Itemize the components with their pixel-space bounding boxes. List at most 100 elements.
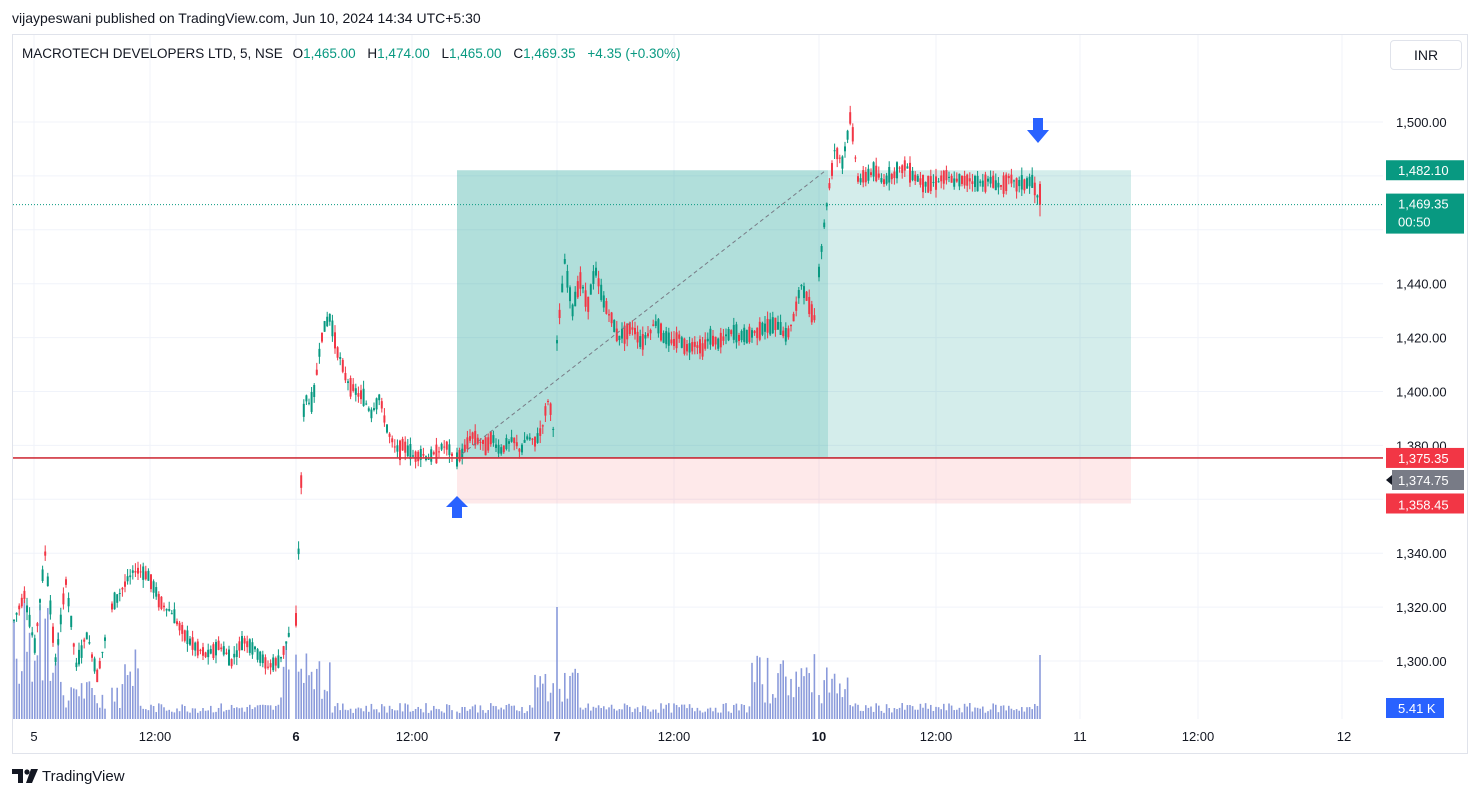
candle-body: [393, 446, 396, 448]
candle-body: [341, 359, 344, 372]
candle-body: [13, 619, 15, 621]
volume-bar: [982, 706, 984, 719]
volume-bar: [318, 661, 321, 719]
volume-bar: [761, 684, 764, 719]
volume-bar: [662, 708, 665, 719]
volume-bar: [15, 658, 18, 719]
volume-bar: [870, 706, 872, 719]
volume-bar: [577, 672, 579, 719]
volume-bar: [1010, 708, 1013, 719]
candle-body: [1028, 176, 1031, 187]
candle-body: [984, 174, 987, 192]
candle-body: [310, 392, 313, 412]
y-tick-label: 1,300.00: [1396, 654, 1447, 669]
volume-bar: [919, 703, 922, 719]
candle-body: [838, 157, 841, 159]
candle-body: [950, 175, 953, 183]
volume-bar: [800, 668, 803, 719]
candle-body: [142, 566, 145, 580]
candle-body: [297, 548, 300, 555]
candle-body: [683, 338, 686, 354]
ohlc-legend: MACROTECH DEVELOPERS LTD, 5, NSE O1,465.…: [22, 46, 689, 61]
volume-bar: [569, 675, 571, 719]
candle-body: [595, 267, 597, 276]
candle-body: [582, 286, 584, 289]
volume-bar: [844, 689, 846, 719]
currency-button[interactable]: INR: [1390, 40, 1462, 70]
volume-bar: [137, 668, 139, 719]
volume-bar: [613, 708, 615, 719]
volume-bar: [259, 704, 261, 719]
volume-bar: [958, 707, 961, 719]
volume-bar: [688, 704, 691, 719]
candle-body: [589, 284, 592, 295]
volume-bar: [790, 678, 792, 719]
volume-bar: [561, 701, 563, 719]
candle-body: [875, 165, 878, 182]
candle-body: [808, 296, 811, 315]
candle-body: [272, 657, 275, 671]
volume-bar: [974, 707, 976, 719]
tradingview-logo-icon[interactable]: [12, 769, 38, 783]
volume-bar: [623, 703, 626, 719]
volume-bar: [875, 703, 877, 719]
volume-bar: [36, 655, 39, 719]
volume-bar: [456, 711, 458, 719]
candle-body: [300, 475, 303, 488]
candle-body: [953, 178, 956, 187]
volume-bar: [896, 709, 898, 719]
y-tick-label: 1,400.00: [1396, 385, 1447, 400]
candle-body: [440, 443, 443, 450]
candle-body: [23, 590, 26, 600]
volume-bar: [18, 683, 20, 719]
candle-body: [903, 160, 906, 171]
candle-body: [360, 390, 362, 400]
volume-bar: [995, 704, 997, 719]
volume-bar: [368, 711, 370, 719]
candle-body: [373, 408, 375, 411]
candle-body: [282, 646, 285, 655]
volume-bar: [552, 683, 554, 719]
candle-body: [70, 615, 73, 628]
x-tick-label: 7: [553, 729, 560, 744]
x-tick-label: 10: [812, 729, 826, 744]
candle-body: [471, 432, 474, 439]
candle-body: [126, 576, 129, 582]
volume-bar: [212, 712, 215, 719]
volume-bar: [647, 709, 649, 719]
symbol-title[interactable]: MACROTECH DEVELOPERS LTD, 5, NSE: [22, 46, 283, 61]
volume-bar: [857, 704, 859, 719]
candle-body: [680, 337, 683, 348]
volume-bar: [854, 703, 857, 719]
candle-body: [406, 445, 409, 457]
candle-body: [93, 658, 96, 672]
candle-body: [443, 446, 446, 448]
volume-bar: [914, 709, 916, 719]
tradingview-brand[interactable]: TradingView: [42, 768, 125, 785]
candle-body: [116, 594, 119, 603]
volume-bar: [246, 707, 248, 719]
volume-bar: [976, 707, 979, 719]
volume-bar: [54, 662, 57, 719]
volume-bar: [207, 710, 209, 719]
volume-bar: [233, 708, 235, 719]
candle-body: [417, 451, 420, 462]
candle-body: [1039, 183, 1041, 205]
volume-bar: [735, 703, 738, 719]
volume-bar: [992, 703, 994, 719]
candle-body: [890, 174, 893, 180]
candle-body: [41, 569, 44, 582]
candle-body: [515, 442, 518, 447]
candle-body: [774, 317, 777, 331]
volume-bar: [251, 709, 254, 719]
candle-body: [183, 630, 186, 641]
volume-bar: [134, 649, 137, 719]
candle-body: [857, 176, 859, 182]
chart-frame[interactable]: [12, 34, 1468, 754]
volume-bar: [805, 667, 808, 719]
candle-body: [790, 324, 792, 327]
candle-body: [748, 326, 751, 343]
y-tick-label: 1,500.00: [1396, 115, 1447, 130]
candle-body: [862, 170, 865, 183]
